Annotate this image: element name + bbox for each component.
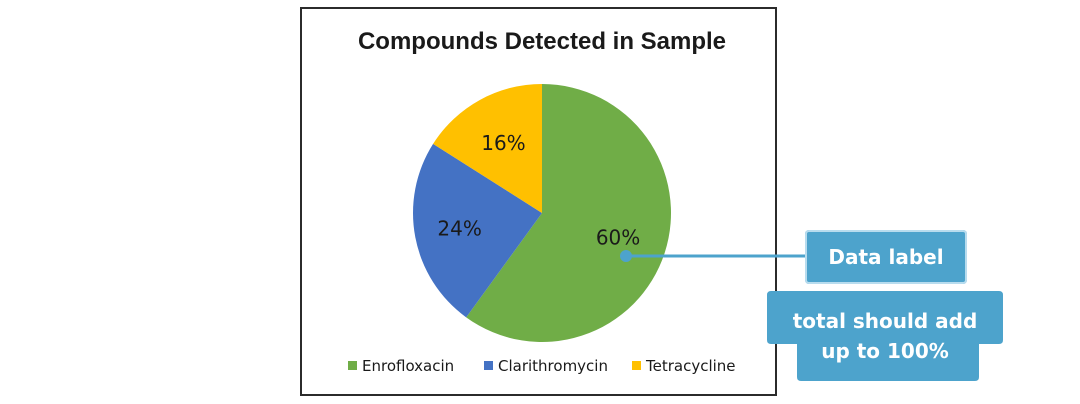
legend-label-enrofloxacin: Enrofloxacin bbox=[362, 357, 454, 375]
data-label-callout-text: Data label bbox=[828, 245, 944, 269]
pie-chart: Compounds Detected in Sample 60% 24% 16% E… bbox=[348, 28, 736, 375]
legend-swatch-enrofloxacin bbox=[348, 361, 357, 370]
pie-slices bbox=[413, 84, 671, 342]
chart-title: Compounds Detected in Sample bbox=[358, 28, 726, 55]
legend-label-tetracycline: Tetracycline bbox=[645, 357, 736, 375]
pie-slice-tetracycline bbox=[433, 84, 542, 213]
legend-swatch-clarithromycin bbox=[484, 361, 493, 370]
data-label-callout: Data label bbox=[805, 230, 967, 284]
data-label-tetracycline: 16% bbox=[481, 131, 525, 155]
total-note-callout: total should add up to 100% bbox=[767, 291, 1003, 381]
data-label-clarithromycin: 24% bbox=[437, 217, 481, 241]
pie-slice-labels: 60% 24% 16% bbox=[437, 131, 640, 250]
chart-frame: Compounds Detected in Sample 60% 24% 16% E… bbox=[300, 7, 777, 396]
total-note-background bbox=[767, 291, 1003, 381]
chart-legend: Enrofloxacin Clarithromycin Tetracycline bbox=[348, 357, 736, 375]
pie-slice-clarithromycin bbox=[413, 143, 542, 318]
pie-slice-enrofloxacin bbox=[466, 84, 671, 342]
legend-label-clarithromycin: Clarithromycin bbox=[498, 357, 608, 375]
legend-swatch-tetracycline bbox=[632, 361, 641, 370]
total-note-text: total should add up to 100% bbox=[792, 309, 978, 363]
data-label-enrofloxacin: 60% bbox=[596, 226, 640, 250]
